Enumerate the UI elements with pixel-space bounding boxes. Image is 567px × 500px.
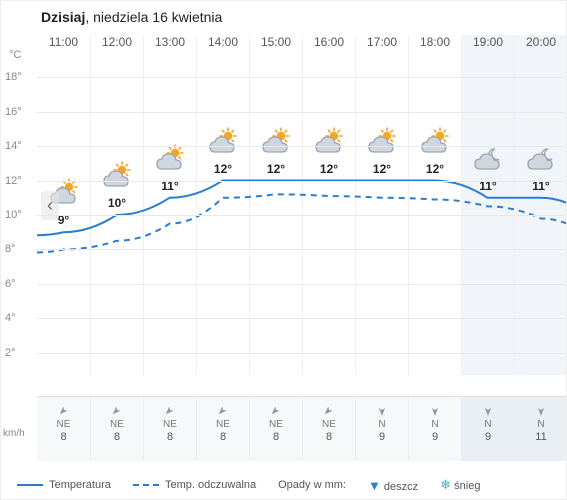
y-tick-label: 10° [5,209,22,221]
gridline [37,284,564,285]
legend: Temperatura Temp. odczuwalna Opady w mm:… [17,477,562,493]
gridline [37,112,564,113]
legend-snow: ❄ śnieg [440,477,480,493]
gridline [37,181,564,182]
gridline [37,77,564,78]
wind-dir: NE [144,419,196,430]
wind-dir: N [356,419,408,430]
gridline [37,318,564,319]
raindrop-icon: ▼ [368,478,381,493]
wind-dir: NE [303,419,355,430]
legend-temp: Temperatura [17,479,111,491]
chart-plot: 2°4°6°8°10°12°14°16°18° 11:00 9°12:00 10… [1,35,567,375]
wind-panel: NE 8 NE 8 NE 8 NE 8 NE 8 [37,396,567,461]
y-tick-label: 2° [5,347,16,359]
wind-dir: NE [37,419,90,430]
wind-arrow-icon [375,403,389,417]
chevron-left-icon: ‹ [41,191,59,220]
wind-column: N 9 [461,397,514,461]
y-tick-label: 12° [5,175,22,187]
wind-column: N 9 [408,397,461,461]
gridline [37,249,564,250]
wind-arrow-icon [322,403,336,417]
wind-arrow-icon [534,403,548,417]
wind-dir: NE [91,419,143,430]
wind-column: N 11 [514,397,567,461]
wind-dir: N [409,419,461,430]
wind-arrow-icon [269,403,283,417]
y-axis: 2° 4° 6° 8° 10° 12° 14° 16° 18° [1,35,37,375]
scroll-left-button[interactable]: ‹ [39,35,61,375]
date-title: Dzisiaj, niedziela 16 kwietnia [41,9,222,25]
temp-line [37,181,567,236]
wind-column: NE 8 [196,397,249,461]
wind-dir: NE [197,419,249,430]
wind-arrow-icon [428,403,442,417]
wind-column: NE 8 [249,397,302,461]
wind-column: NE 8 [143,397,196,461]
wind-speed: 8 [37,431,90,443]
wind-arrow-icon [163,403,177,417]
wind-arrow-icon [481,403,495,417]
kmh-label: km/h [3,428,25,439]
snowflake-icon: ❄ [440,477,451,492]
feels-line [37,194,567,252]
legend-feels: Temp. odczuwalna [133,479,256,491]
wind-speed: 8 [91,431,143,443]
wind-speed: 8 [197,431,249,443]
wind-column: NE 8 [90,397,143,461]
y-tick-label: 14° [5,140,22,152]
title-bold: Dzisiaj [41,9,85,25]
chart-lines [37,35,567,375]
y-tick-label: 16° [5,106,22,118]
wind-column: N 9 [355,397,408,461]
wind-arrow-icon [57,403,71,417]
y-tick-label: 4° [5,312,16,324]
wind-speed: 9 [356,431,408,443]
y-tick-label: 6° [5,278,16,290]
wind-column: NE 8 [37,397,90,461]
wind-speed: 9 [462,431,514,443]
wind-column: NE 8 [302,397,355,461]
gridline [37,353,564,354]
legend-precip-label: Opady w mm: [278,479,346,491]
gridline [37,215,564,216]
gridline [37,146,564,147]
wind-speed: 11 [515,431,567,443]
wind-speed: 8 [303,431,355,443]
weather-widget: Dzisiaj, niedziela 16 kwietnia °C 2°4°6°… [0,0,567,500]
title-rest: , niedziela 16 kwietnia [85,9,222,25]
legend-rain: ▼ deszcz [368,478,418,493]
y-tick-label: 8° [5,243,16,255]
wind-dir: N [462,419,514,430]
wind-dir: N [515,419,567,430]
wind-arrow-icon [216,403,230,417]
wind-dir: NE [250,419,302,430]
wind-speed: 8 [144,431,196,443]
wind-speed: 8 [250,431,302,443]
y-tick-label: 18° [5,71,22,83]
wind-speed: 9 [409,431,461,443]
wind-arrow-icon [110,403,124,417]
